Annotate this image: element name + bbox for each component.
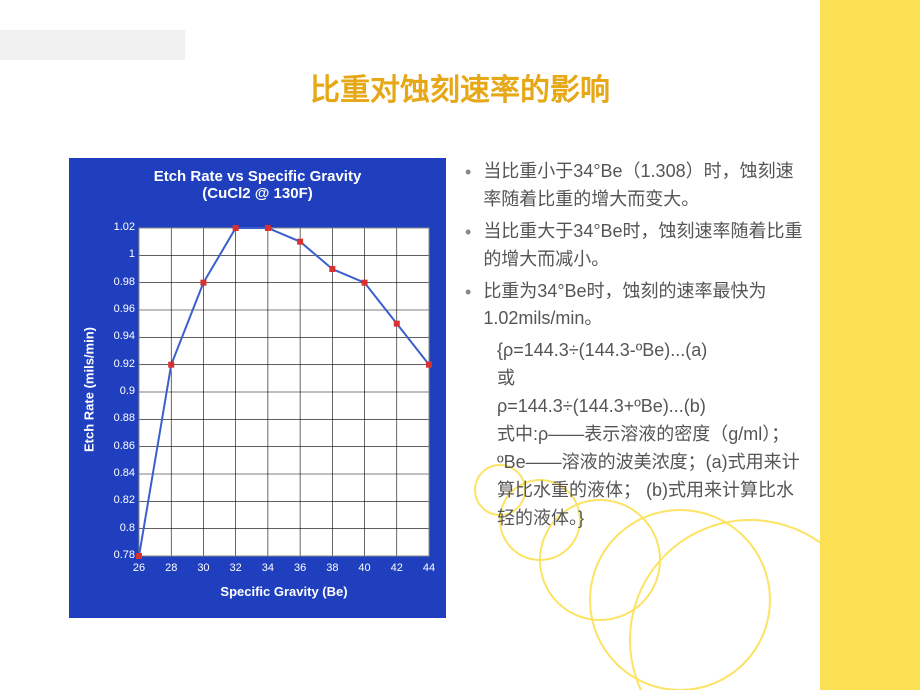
bullet-text: 当比重小于34°Be（1.308）时，蚀刻速率随着比重的增大而变大。	[483, 158, 805, 214]
chart-container: Etch Rate vs Specific Gravity (CuCl2 @ 1…	[69, 158, 446, 618]
bullet-row: •比重为34°Be时，蚀刻的速率最快为1.02mils/min。	[465, 278, 805, 334]
formula-line1: {ρ=144.3÷(144.3-ºBe)...(a)	[497, 337, 805, 365]
formula-line3: ρ=144.3÷(144.3+ºBe)...(b)	[497, 393, 805, 421]
corner-box	[0, 30, 185, 60]
formula-line2: 或	[497, 365, 805, 393]
bullet-text: 比重为34°Be时，蚀刻的速率最快为1.02mils/min。	[483, 278, 805, 334]
bullet-list: •当比重小于34°Be（1.308）时，蚀刻速率随着比重的增大而变大。•当比重大…	[465, 158, 805, 333]
bullet-dot: •	[465, 218, 471, 274]
bullet-dot: •	[465, 278, 471, 334]
formula-block: {ρ=144.3÷(144.3-ºBe)...(a) 或 ρ=144.3÷(14…	[497, 337, 805, 532]
text-column: •当比重小于34°Be（1.308）时，蚀刻速率随着比重的增大而变大。•当比重大…	[465, 158, 805, 533]
bullet-row: •当比重大于34°Be时，蚀刻速率随着比重的增大而减小。	[465, 218, 805, 274]
title-text: 比重对蚀刻速率的影响	[310, 74, 610, 107]
formula-line4: 式中:ρ——表示溶液的密度（g/ml）；ºBe——溶液的波美浓度；(a)式用来计…	[497, 421, 805, 533]
page-title: 比重对蚀刻速率的影响	[0, 65, 920, 109]
bullet-row: •当比重小于34°Be（1.308）时，蚀刻速率随着比重的增大而变大。	[465, 158, 805, 214]
plot-svg	[69, 158, 446, 618]
bullet-dot: •	[465, 158, 471, 214]
bullet-text: 当比重大于34°Be时，蚀刻速率随着比重的增大而减小。	[483, 218, 805, 274]
